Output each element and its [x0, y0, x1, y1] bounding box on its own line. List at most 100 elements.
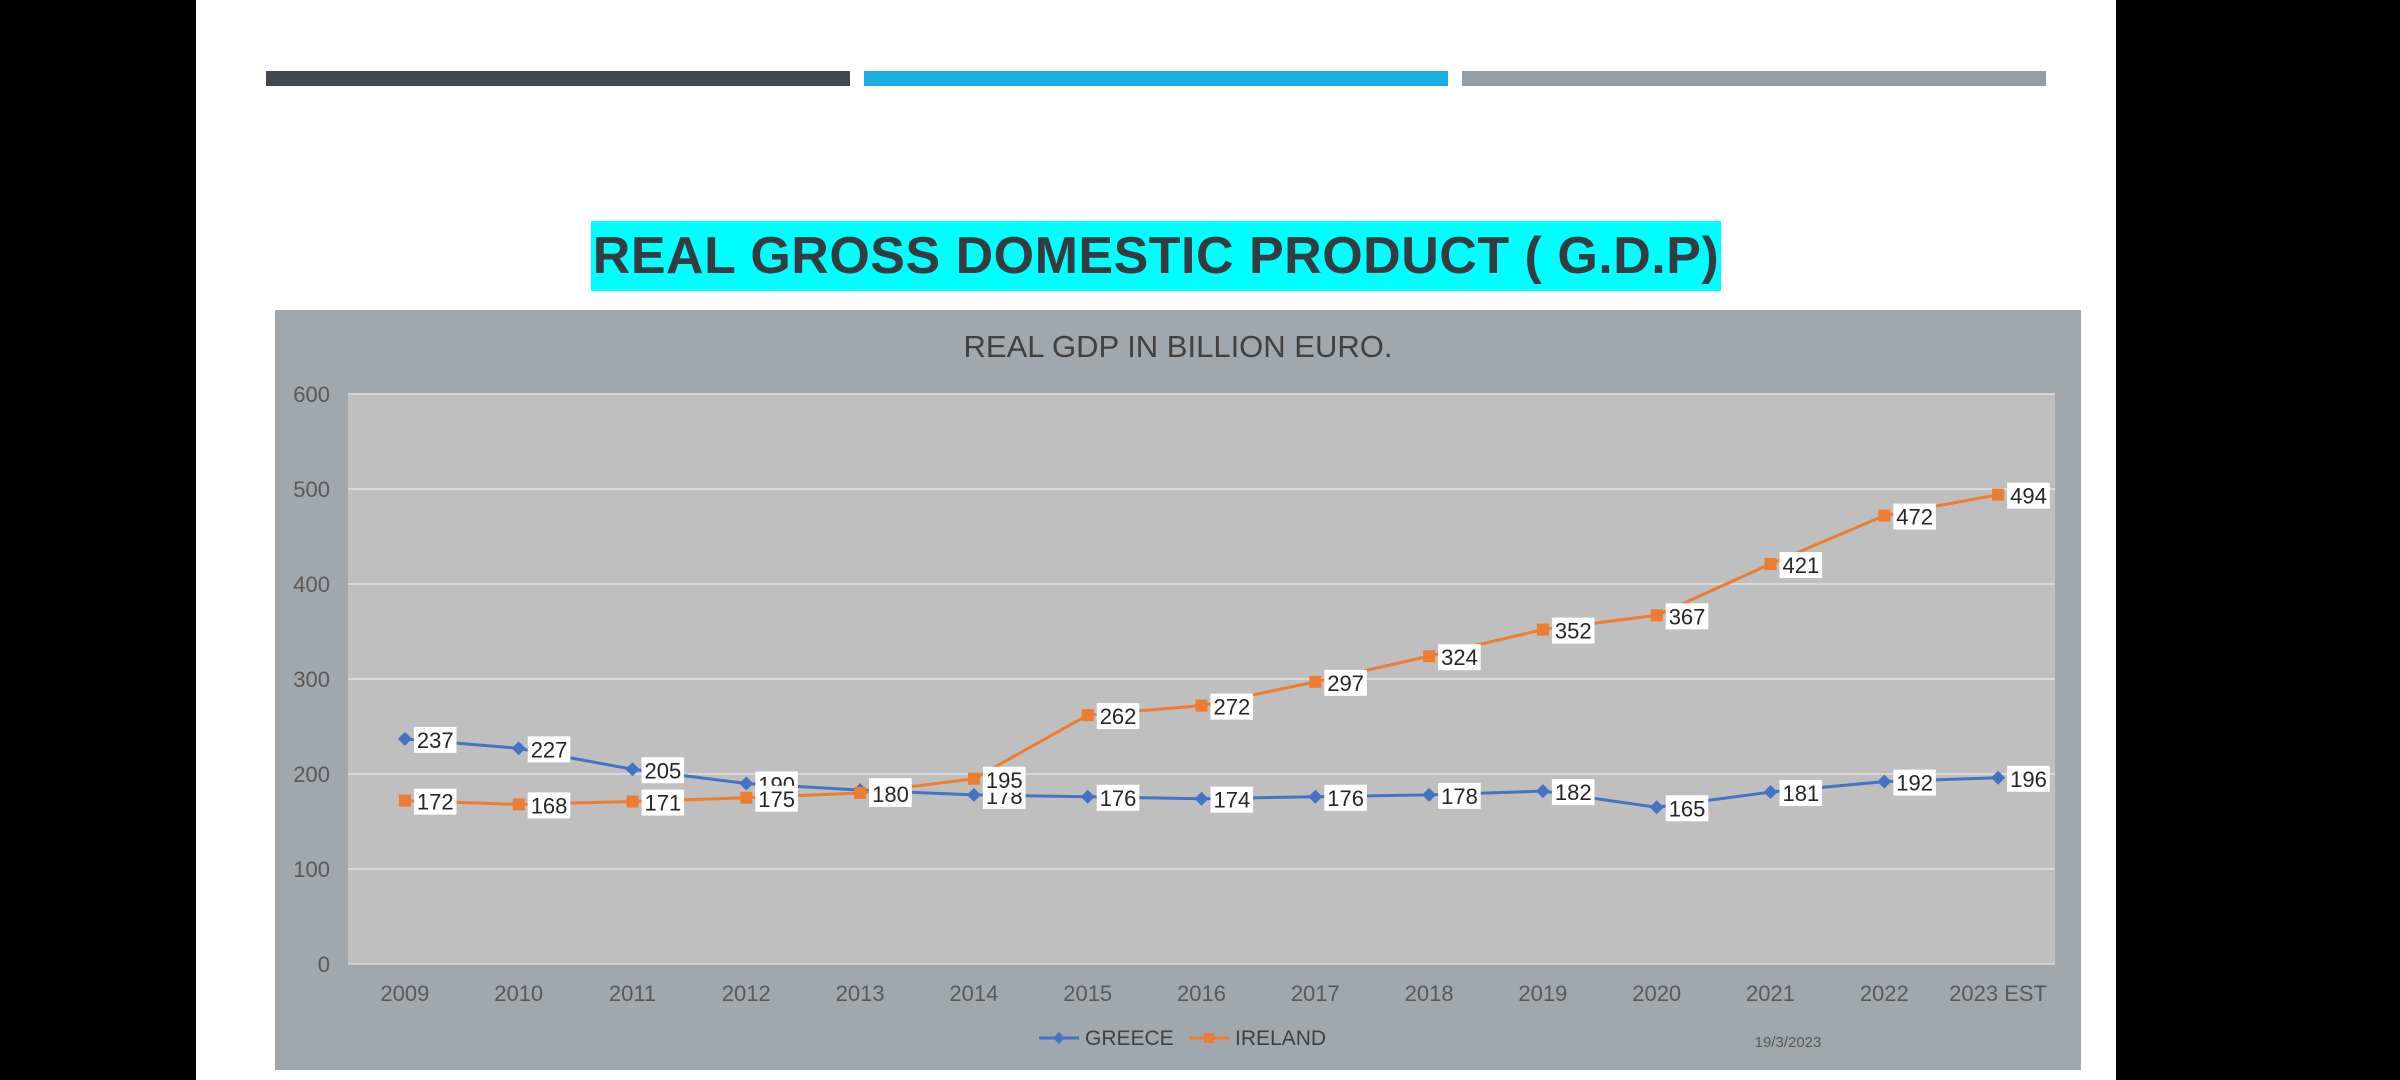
- y-tick-label: 200: [293, 762, 330, 787]
- x-tick-label: 2012: [722, 981, 771, 1006]
- data-point-ireland: [1536, 623, 1549, 636]
- data-point-greece: [1080, 789, 1095, 804]
- data-point-greece: [625, 762, 640, 777]
- data-label-box-ireland: [1210, 693, 1254, 720]
- data-label-greece: 205: [645, 758, 682, 783]
- x-tick-label: 2009: [380, 981, 429, 1006]
- data-point-greece: [739, 776, 754, 791]
- data-label-ireland: 171: [645, 791, 682, 816]
- data-label-greece: 192: [1896, 771, 1933, 796]
- accent-bar-dark: [266, 71, 850, 86]
- x-tick-label: 2015: [1063, 981, 1112, 1006]
- legend-marker-ireland: [1204, 1033, 1214, 1043]
- slide-title-wrapper: REAL GROSS DOMESTIC PRODUCT ( G.D.P): [196, 221, 2116, 291]
- data-label-box-greece: [1210, 786, 1254, 813]
- data-point-greece: [1877, 774, 1892, 789]
- data-point-ireland: [1309, 675, 1322, 688]
- data-point-ireland: [398, 794, 411, 807]
- x-tick-label: 2021: [1746, 981, 1795, 1006]
- slide-title: REAL GROSS DOMESTIC PRODUCT ( G.D.P): [590, 221, 1722, 291]
- data-label-ireland: 494: [2010, 484, 2047, 509]
- accent-bar-blue: [864, 71, 1448, 86]
- data-label-box-ireland: [1665, 603, 1709, 630]
- data-label-box-ireland: [641, 789, 685, 816]
- data-label-greece: 178: [1441, 784, 1478, 809]
- data-point-greece: [1535, 784, 1550, 799]
- data-label-box-greece: [1324, 784, 1367, 811]
- data-label-box-ireland: [413, 788, 457, 815]
- data-label-box-greece: [1779, 780, 1823, 807]
- data-point-ireland: [1423, 650, 1436, 663]
- data-label-box-ireland: [527, 792, 571, 819]
- data-point-ireland: [626, 795, 639, 808]
- data-point-greece: [397, 731, 412, 746]
- x-tick-label: 2023 EST: [1949, 981, 2047, 1006]
- data-label-box-greece: [1551, 779, 1595, 806]
- data-point-greece: [966, 787, 981, 802]
- data-point-ireland: [1195, 699, 1208, 712]
- data-label-box-ireland: [2007, 482, 2050, 509]
- x-tick-label: 2013: [836, 981, 885, 1006]
- data-label-ireland: 272: [1214, 695, 1251, 720]
- data-point-greece: [1194, 791, 1209, 806]
- data-label-box-ireland: [1324, 669, 1367, 696]
- data-point-greece: [1763, 785, 1778, 800]
- data-label-greece: 237: [417, 728, 454, 753]
- x-tick-label: 2020: [1632, 981, 1681, 1006]
- data-point-ireland: [1081, 709, 1094, 722]
- data-label-box-greece: [1893, 769, 1936, 796]
- y-tick-label: 600: [293, 382, 330, 407]
- data-point-ireland: [1878, 509, 1891, 522]
- data-label-greece: 176: [1327, 786, 1364, 811]
- data-label-ireland: 262: [1100, 704, 1137, 729]
- data-point-greece: [1308, 789, 1323, 804]
- line-chart: REAL GDP IN BILLION EURO. 0 100 200 300 400 50…: [275, 310, 2081, 1070]
- data-label-ireland: 367: [1669, 604, 1706, 629]
- data-label-ireland: 195: [986, 768, 1023, 793]
- accent-bar-gray: [1462, 71, 2046, 86]
- data-label-greece: 227: [531, 737, 568, 762]
- data-label-box-ireland: [869, 781, 912, 807]
- data-label-ireland: 168: [531, 793, 568, 818]
- y-tick-label: 0: [318, 952, 330, 977]
- y-tick-label: 100: [293, 857, 330, 882]
- data-label-box-greece: [1096, 784, 1140, 811]
- x-tick-label: 2014: [949, 981, 998, 1006]
- data-label-ireland: 172: [417, 790, 454, 815]
- data-point-greece: [511, 741, 526, 756]
- data-label-box-ireland: [755, 785, 798, 812]
- data-label-ireland: 180: [872, 782, 909, 807]
- data-point-ireland: [1992, 488, 2005, 501]
- data-label-box-ireland: [982, 766, 1026, 793]
- x-tick-label: 2018: [1405, 981, 1454, 1006]
- data-label-greece: 176: [1100, 786, 1137, 811]
- data-label-ireland: 297: [1327, 671, 1364, 696]
- chart-title: REAL GDP IN BILLION EURO.: [964, 329, 1393, 364]
- legend-label-greece: GREECE: [1085, 1027, 1174, 1050]
- data-label-box-greece: [1438, 782, 1481, 809]
- data-label-ireland: 175: [758, 787, 795, 812]
- y-tick-label: 300: [293, 667, 330, 692]
- data-label-ireland: 352: [1555, 619, 1592, 644]
- x-tick-label: 2019: [1518, 981, 1567, 1006]
- data-label-box-ireland: [1096, 703, 1140, 730]
- data-label-greece: 182: [1555, 780, 1592, 805]
- data-label-greece: 165: [1669, 796, 1706, 821]
- data-point-ireland: [967, 772, 980, 785]
- data-label-box-greece: [1665, 795, 1709, 822]
- data-point-ireland: [740, 791, 753, 804]
- x-tick-label: 2016: [1177, 981, 1226, 1006]
- y-tick-label: 500: [293, 477, 330, 502]
- data-label-ireland: 324: [1441, 645, 1478, 670]
- data-label-greece: 174: [1214, 788, 1251, 813]
- data-label-greece: 181: [1783, 781, 1820, 806]
- data-label-box-greece: [413, 726, 457, 753]
- data-point-ireland: [1650, 609, 1663, 622]
- data-point-greece: [1649, 800, 1664, 815]
- data-point-greece: [1991, 770, 2006, 785]
- data-point-greece: [1422, 787, 1437, 802]
- slide-date: 19/3/2023: [1755, 1034, 1822, 1051]
- x-tick-label: 2010: [494, 981, 543, 1006]
- data-label-greece: 196: [2010, 767, 2047, 792]
- data-label-ireland: 472: [1896, 505, 1933, 530]
